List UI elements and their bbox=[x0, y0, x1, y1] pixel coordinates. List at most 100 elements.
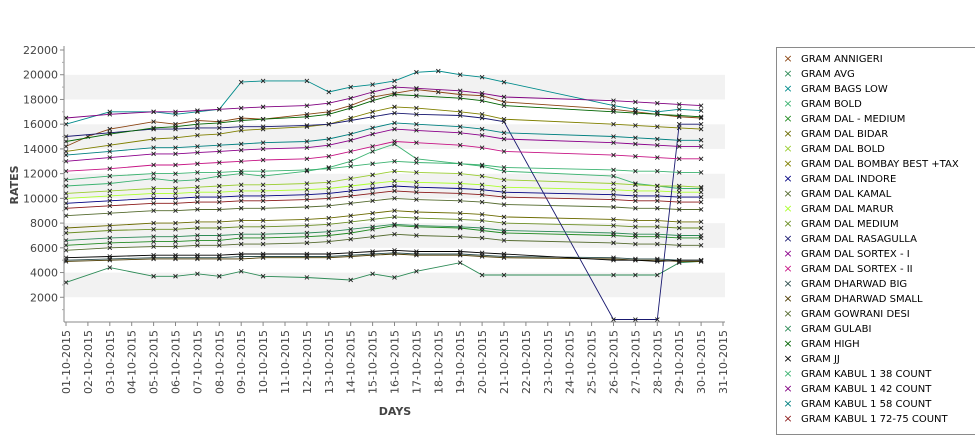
data-point bbox=[392, 214, 397, 220]
data-point bbox=[633, 272, 638, 278]
data-point bbox=[392, 158, 397, 164]
series-line bbox=[65, 180, 702, 199]
data-point bbox=[501, 119, 507, 125]
x-tick-label: 04-10-2015 bbox=[126, 330, 139, 394]
data-point bbox=[414, 249, 419, 254]
x-tick-label: 03-10-2015 bbox=[104, 330, 117, 394]
data-point bbox=[63, 158, 69, 164]
data-point bbox=[107, 126, 113, 132]
series-9 bbox=[63, 196, 704, 218]
legend-label: GRAM AVG bbox=[801, 69, 855, 80]
data-point bbox=[260, 231, 266, 237]
data-point bbox=[238, 128, 244, 133]
data-point bbox=[654, 155, 660, 160]
data-point bbox=[63, 238, 69, 243]
series-13 bbox=[63, 126, 704, 164]
x-tick-label: 06-10-2015 bbox=[170, 330, 183, 394]
data-point bbox=[348, 219, 354, 225]
data-point bbox=[457, 171, 463, 176]
legend-marker-icon: × bbox=[783, 82, 793, 95]
data-point bbox=[414, 121, 419, 127]
legend-label: GRAM KABUL 1 72-75 COUNT bbox=[801, 414, 948, 425]
legend-item: × GRAM DAL BOMBAY BEST +TAX bbox=[781, 157, 958, 171]
data-point bbox=[479, 162, 485, 168]
series-17 bbox=[63, 231, 704, 253]
data-point bbox=[151, 234, 156, 240]
data-point bbox=[238, 193, 244, 199]
legend-label: GRAM DAL INDORE bbox=[801, 174, 897, 185]
x-tick-label: 13-10-2015 bbox=[323, 330, 336, 394]
data-point bbox=[151, 208, 156, 214]
data-point bbox=[414, 233, 419, 238]
data-point bbox=[260, 173, 266, 179]
data-point bbox=[392, 84, 397, 90]
data-point bbox=[173, 196, 178, 201]
data-point bbox=[370, 125, 375, 131]
series-line bbox=[65, 252, 702, 261]
data-point bbox=[676, 189, 682, 195]
data-point bbox=[260, 251, 266, 257]
data-point bbox=[173, 234, 178, 240]
data-point bbox=[63, 144, 69, 149]
data-point bbox=[457, 95, 463, 101]
data-point bbox=[195, 243, 200, 248]
data-point bbox=[479, 90, 485, 96]
series-layer bbox=[63, 68, 704, 322]
x-axis-label: DAYS bbox=[379, 405, 412, 418]
data-point bbox=[326, 100, 332, 106]
data-point bbox=[195, 252, 200, 258]
y-tick-label: 22000 bbox=[23, 44, 58, 57]
data-point bbox=[501, 103, 507, 108]
legend-item: × GRAM DAL MEDIUM bbox=[781, 217, 898, 231]
data-point bbox=[238, 182, 244, 188]
data-point bbox=[348, 149, 354, 154]
data-point bbox=[414, 184, 419, 190]
legend-item: × GRAM DAL MARUR bbox=[781, 202, 893, 216]
grid-band bbox=[64, 297, 725, 322]
data-point bbox=[326, 203, 332, 209]
data-point bbox=[107, 193, 113, 199]
data-point bbox=[414, 215, 419, 221]
data-point bbox=[216, 189, 222, 195]
x-tick-label: 28-10-2015 bbox=[651, 330, 664, 394]
series-14 bbox=[63, 139, 704, 174]
data-point bbox=[676, 199, 682, 205]
data-point bbox=[151, 226, 156, 232]
data-point bbox=[611, 134, 616, 139]
series-line bbox=[65, 197, 702, 217]
y-tick-label: 4000 bbox=[30, 267, 58, 280]
data-point bbox=[63, 280, 69, 285]
data-point bbox=[370, 98, 375, 104]
data-point bbox=[611, 98, 616, 104]
data-point bbox=[238, 241, 244, 247]
data-point bbox=[698, 233, 704, 238]
legend-item: × GRAM DAL BOLD bbox=[781, 142, 885, 156]
data-point bbox=[370, 131, 375, 137]
data-point bbox=[216, 183, 222, 189]
data-point bbox=[501, 194, 507, 200]
data-point bbox=[633, 135, 638, 141]
data-point bbox=[501, 99, 507, 105]
data-point bbox=[195, 125, 200, 131]
data-point bbox=[304, 251, 310, 257]
data-point bbox=[195, 207, 200, 212]
data-point bbox=[195, 219, 200, 225]
data-point bbox=[698, 103, 704, 108]
data-point bbox=[173, 151, 178, 157]
data-point bbox=[304, 123, 310, 128]
data-point bbox=[479, 74, 485, 80]
y-tick-label: 8000 bbox=[30, 217, 58, 230]
legend-marker-icon: × bbox=[783, 172, 793, 185]
data-point bbox=[107, 188, 113, 194]
legend-label: GRAM KABUL 1 58 COUNT bbox=[801, 399, 932, 410]
series-line bbox=[65, 89, 702, 147]
data-point bbox=[392, 247, 397, 253]
series-10 bbox=[63, 178, 704, 201]
data-point bbox=[414, 140, 419, 146]
data-point bbox=[633, 193, 638, 199]
data-point bbox=[195, 118, 200, 123]
data-point bbox=[304, 204, 310, 210]
data-point bbox=[173, 226, 178, 232]
data-point bbox=[457, 181, 463, 186]
data-point bbox=[107, 235, 113, 241]
